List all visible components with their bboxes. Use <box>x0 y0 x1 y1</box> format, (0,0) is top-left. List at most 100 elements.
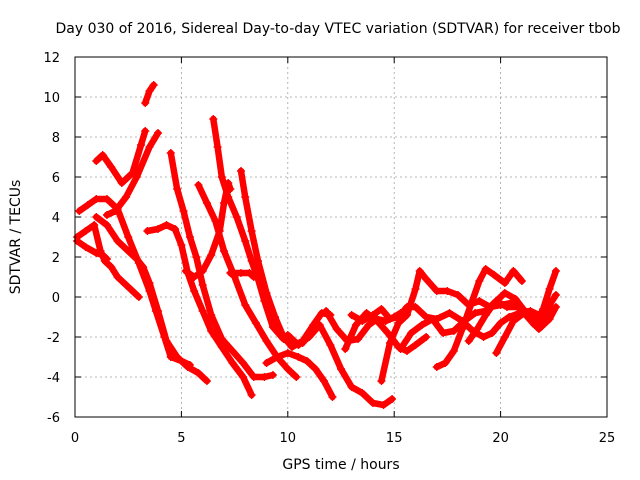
y-tick-label: 2 <box>52 251 60 266</box>
data-point <box>322 307 331 315</box>
data-point <box>132 173 141 181</box>
data-point <box>228 359 237 367</box>
data-point <box>173 185 182 193</box>
data-point <box>490 299 499 307</box>
data-point <box>134 293 143 301</box>
data-point <box>75 207 84 215</box>
series-track-22 <box>432 265 526 371</box>
data-point <box>417 321 426 329</box>
data-point <box>466 301 475 309</box>
series-track-3 <box>92 127 150 187</box>
data-point <box>545 285 554 293</box>
data-point <box>379 401 388 409</box>
data-point <box>517 277 526 285</box>
data-point <box>383 329 392 337</box>
data-point <box>347 383 356 391</box>
data-point <box>198 267 207 275</box>
series-track-7 <box>141 81 158 107</box>
y-tick-label: 12 <box>43 51 60 66</box>
data-point <box>326 341 335 349</box>
data-point <box>505 313 514 321</box>
data-point <box>92 249 101 257</box>
data-point <box>217 173 226 181</box>
data-point <box>262 337 271 345</box>
y-tick-label: 10 <box>43 91 60 106</box>
data-point <box>219 247 228 255</box>
data-point <box>192 253 201 261</box>
data-point <box>241 301 250 309</box>
data-point <box>368 311 377 319</box>
data-point <box>422 275 431 283</box>
data-point <box>481 265 490 273</box>
data-point <box>488 329 497 337</box>
data-point <box>198 281 207 289</box>
data-point <box>551 291 560 299</box>
axis-ticks <box>74 56 608 418</box>
data-point <box>530 321 539 329</box>
data-point <box>207 327 216 335</box>
data-point <box>124 247 133 255</box>
data-point <box>388 395 397 403</box>
data-point <box>219 199 228 207</box>
series-track-11 <box>209 115 307 347</box>
data-point <box>107 263 116 271</box>
data-point <box>441 359 450 367</box>
x-tick-label: 15 <box>386 431 403 446</box>
data-point <box>236 167 245 175</box>
series-track-9 <box>166 149 277 381</box>
data-point <box>194 181 203 189</box>
data-point <box>475 277 484 285</box>
data-point <box>141 127 150 135</box>
data-point <box>122 281 131 289</box>
series-track-13 <box>226 269 258 281</box>
data-point <box>98 151 107 159</box>
y-tick-label: 6 <box>52 171 60 186</box>
data-point <box>368 399 377 407</box>
data-point <box>202 377 211 385</box>
data-point <box>251 319 260 327</box>
data-point <box>241 193 250 201</box>
data-point <box>475 297 484 305</box>
data-point <box>98 251 107 259</box>
data-point <box>143 227 152 235</box>
data-point <box>190 287 199 295</box>
data-point <box>149 81 158 89</box>
data-point <box>302 357 311 365</box>
data-point <box>111 207 120 215</box>
data-point <box>358 317 367 325</box>
series-track-5 <box>73 237 111 263</box>
data-point <box>81 227 90 235</box>
data-point <box>328 393 337 401</box>
data-point <box>217 335 226 343</box>
data-point <box>271 313 280 321</box>
data-point <box>153 225 162 233</box>
data-point <box>283 365 292 373</box>
data-point <box>539 305 548 313</box>
data-point <box>432 287 441 295</box>
data-point <box>551 303 560 311</box>
series-track <box>348 303 543 341</box>
data-point <box>262 359 271 367</box>
data-point <box>539 317 548 325</box>
data-point <box>102 255 111 263</box>
data-point <box>139 263 148 271</box>
data-point <box>509 267 518 275</box>
y-tick-label: -2 <box>47 331 60 346</box>
data-point <box>337 365 345 373</box>
data-point <box>124 233 133 241</box>
series-track <box>73 221 143 301</box>
series-track-16 <box>283 321 397 409</box>
data-point <box>90 221 99 229</box>
data-point <box>347 311 356 319</box>
data-point <box>247 391 256 399</box>
data-point <box>385 339 394 347</box>
data-point <box>268 323 277 331</box>
data-point <box>351 321 360 329</box>
data-point <box>377 305 386 313</box>
data-point <box>136 141 145 149</box>
data-point <box>81 243 90 251</box>
data-point <box>207 311 216 319</box>
data-point <box>153 129 162 137</box>
x-tick-label: 0 <box>71 431 79 446</box>
